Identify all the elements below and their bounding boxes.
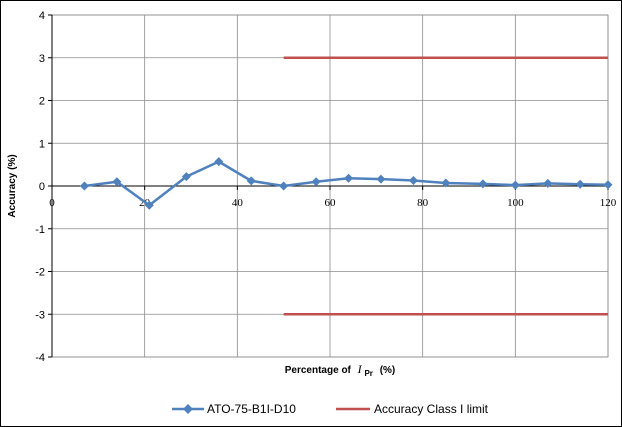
data-point-marker bbox=[408, 175, 418, 185]
data-point-marker bbox=[79, 181, 89, 191]
y-tick-label: 3 bbox=[39, 53, 45, 65]
data-point-marker bbox=[279, 181, 289, 191]
legend: ATO-75-B1I-D10 Accuracy Class I limit bbox=[172, 402, 489, 416]
data-point-marker bbox=[246, 176, 256, 186]
y-tick-label: 4 bbox=[39, 10, 45, 22]
legend-item-series-2: Accuracy Class I limit bbox=[336, 402, 489, 416]
data-point-marker bbox=[214, 157, 224, 167]
x-axis-title-suffix: (%) bbox=[380, 365, 396, 376]
data-point-marker bbox=[543, 178, 553, 188]
x-axis-title-prefix: Percentage of bbox=[285, 365, 352, 376]
y-tick-label: -3 bbox=[35, 309, 45, 321]
y-tick-label: 2 bbox=[39, 96, 45, 108]
y-tick-label: -1 bbox=[35, 224, 45, 236]
legend-item-series-1: ATO-75-B1I-D10 bbox=[172, 402, 296, 416]
data-point-marker bbox=[181, 172, 191, 182]
x-tick-label: 60 bbox=[325, 197, 337, 209]
data-point-marker bbox=[603, 180, 613, 190]
data-point-marker bbox=[311, 177, 321, 187]
y-tick-labels: 4 3 2 1 0 -1 -2 -3 -4 bbox=[35, 10, 45, 364]
legend-marker-series-1 bbox=[183, 404, 193, 414]
data-point-marker bbox=[112, 177, 122, 187]
x-axis-title-symbol: I bbox=[357, 362, 363, 376]
data-point-marker bbox=[441, 178, 451, 188]
data-point-marker bbox=[478, 179, 488, 189]
y-axis-title: Accuracy (%) bbox=[7, 154, 18, 217]
x-tick-label: 80 bbox=[417, 197, 429, 209]
x-tick-label: 100 bbox=[507, 197, 524, 209]
x-tick-label: 120 bbox=[600, 197, 617, 209]
data-point-marker bbox=[510, 180, 520, 190]
x-axis-title-subscript: Pr bbox=[364, 369, 372, 378]
y-tick-label: 0 bbox=[39, 181, 45, 193]
data-point-marker bbox=[144, 200, 154, 210]
y-tick-label: -2 bbox=[35, 267, 45, 279]
legend-label-series-2: Accuracy Class I limit bbox=[374, 402, 489, 416]
data-point-marker bbox=[575, 179, 585, 189]
legend-label-series-1: ATO-75-B1I-D10 bbox=[207, 402, 296, 416]
series-layer bbox=[79, 56, 613, 316]
y-tick-label: -4 bbox=[35, 352, 45, 364]
x-tick-label: 40 bbox=[232, 197, 244, 209]
x-tick-label: 0 bbox=[49, 197, 55, 209]
data-point-marker bbox=[344, 173, 354, 183]
y-tick-label: 1 bbox=[39, 138, 45, 150]
data-point-marker bbox=[376, 174, 386, 184]
x-axis-title: Percentage of I Pr (%) bbox=[285, 362, 396, 379]
